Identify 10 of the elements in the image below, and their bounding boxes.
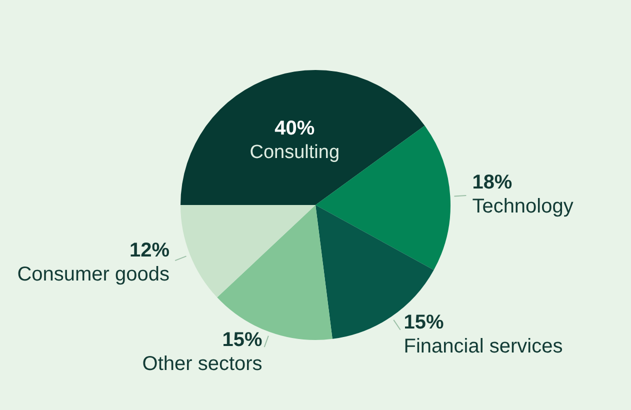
slice-label: Technology: [472, 196, 574, 218]
data-label: 15%: [222, 329, 263, 352]
slice-label: Consumer goods: [17, 263, 170, 286]
slice-label: Financial services: [404, 335, 563, 358]
slice-label: Consulting: [250, 142, 340, 164]
data-label: 40%: [274, 117, 315, 140]
data-label: 15%: [404, 311, 444, 334]
data-label: 18%: [472, 172, 512, 194]
slice-label: Other sectors: [142, 353, 262, 376]
data-label: 12%: [129, 239, 170, 262]
